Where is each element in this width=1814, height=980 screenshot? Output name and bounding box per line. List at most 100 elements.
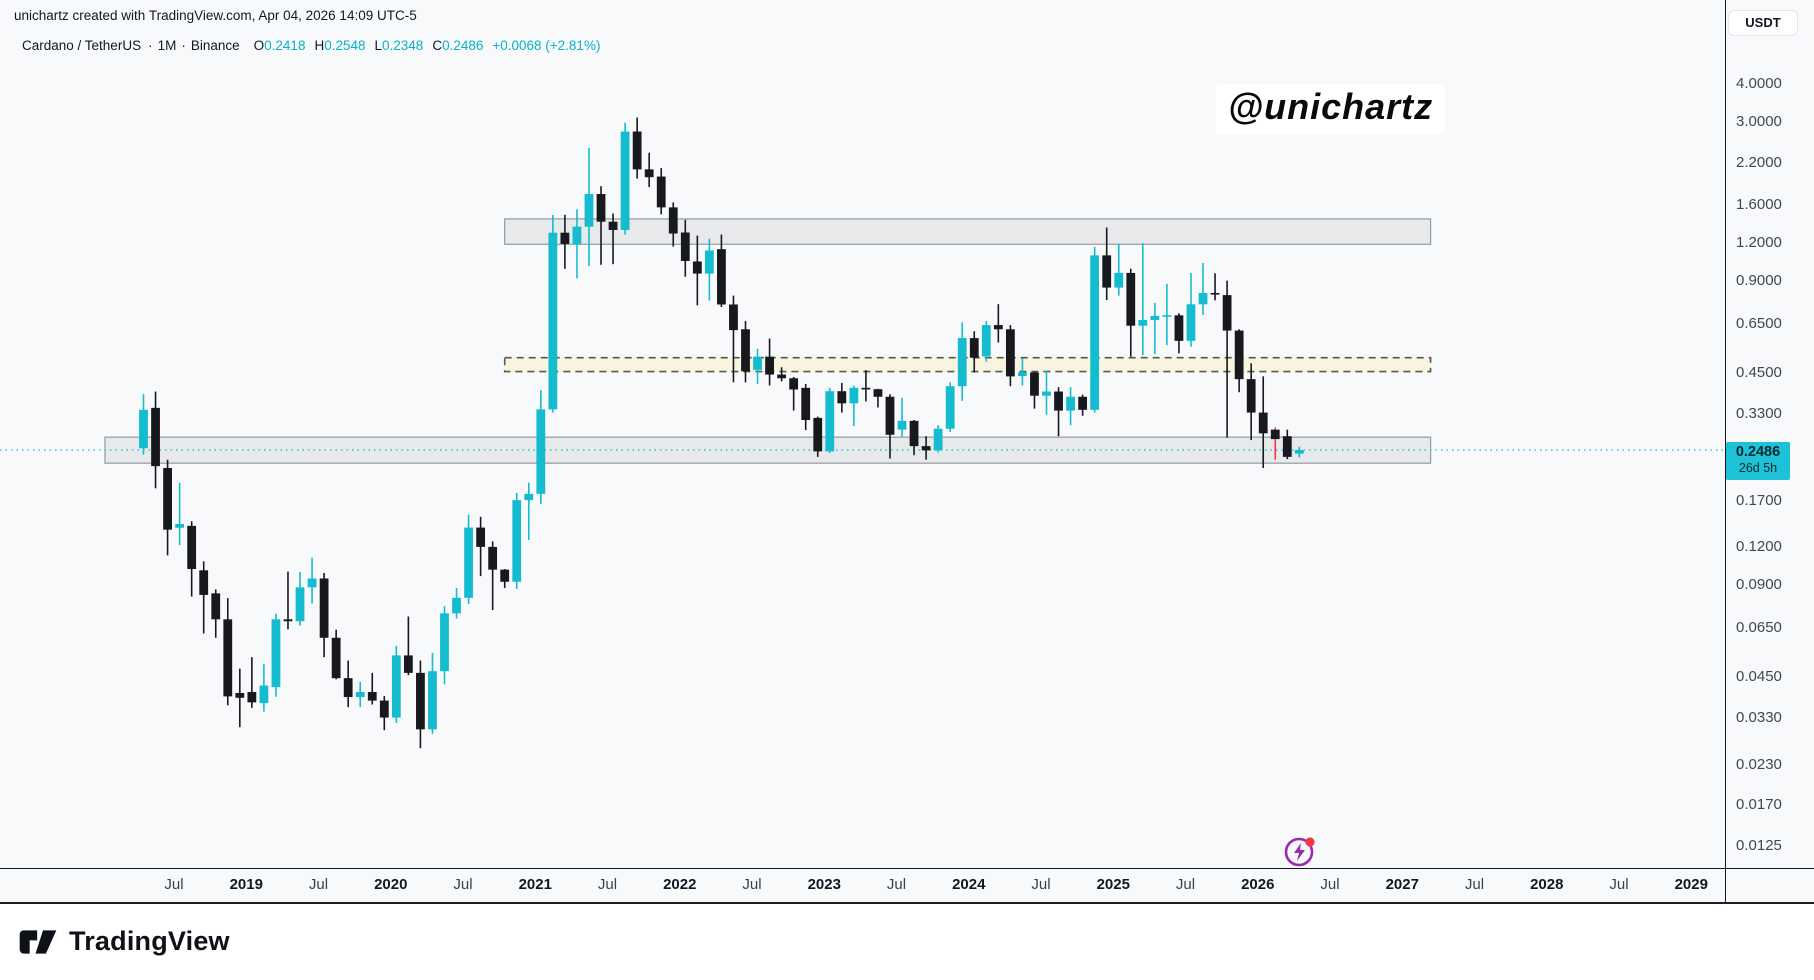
candle[interactable] [271,619,281,688]
candle[interactable] [403,655,413,673]
candle[interactable] [1005,329,1015,377]
candle[interactable] [765,356,774,375]
candle[interactable] [476,527,486,547]
tradingview-logo[interactable]: TradingView [18,926,230,957]
candle[interactable] [933,428,943,451]
candle[interactable] [957,338,967,387]
candle[interactable] [897,420,907,430]
candle[interactable] [440,613,449,672]
candle[interactable] [801,387,811,420]
candle[interactable] [1018,372,1027,377]
candle[interactable] [548,232,558,410]
candle[interactable] [355,692,365,698]
candle[interactable] [163,467,172,530]
candle[interactable] [367,692,377,701]
candle[interactable] [981,325,991,357]
candle[interactable] [1042,391,1051,396]
candle[interactable] [259,685,269,704]
candle[interactable] [945,386,955,429]
candle[interactable] [319,578,329,638]
candle[interactable] [1222,295,1232,331]
candle[interactable] [428,671,437,730]
candle[interactable] [704,250,714,274]
candle[interactable] [680,232,690,261]
candle[interactable] [837,391,847,404]
candle[interactable] [1258,412,1268,434]
candle[interactable] [500,569,510,582]
interval-label[interactable]: 1M [157,38,177,53]
candle[interactable] [187,525,197,569]
candle[interactable] [572,226,582,244]
candle[interactable] [512,500,522,582]
candle[interactable] [596,194,606,222]
candlestick-plot[interactable] [0,0,1814,868]
candle[interactable] [753,356,762,370]
candle[interactable] [464,527,473,598]
candle[interactable] [692,261,702,274]
candle[interactable] [223,619,233,697]
candle[interactable] [644,169,654,178]
candle[interactable] [1114,272,1124,288]
candle[interactable] [849,387,859,404]
candle[interactable] [1030,372,1039,396]
candle[interactable] [813,417,823,452]
candle[interactable] [536,409,546,494]
candle[interactable] [488,546,498,570]
candle[interactable] [331,637,341,679]
candle[interactable] [391,655,401,718]
candle[interactable] [416,672,425,730]
candle[interactable] [632,131,642,170]
exchange-label[interactable]: Binance [190,38,240,53]
candle[interactable] [789,378,799,390]
candle[interactable] [283,619,293,622]
candle[interactable] [295,587,305,622]
candle[interactable] [1090,255,1100,410]
candle[interactable] [717,249,726,305]
candle[interactable] [1066,396,1075,411]
candle[interactable] [343,678,353,698]
candle[interactable] [1174,315,1184,341]
candle[interactable] [452,597,461,614]
mid-range-zone[interactable] [503,356,1432,373]
candle[interactable] [307,578,317,588]
candle[interactable] [608,221,618,230]
candle[interactable] [668,207,678,234]
candle[interactable] [199,570,209,595]
candle[interactable] [1186,304,1196,341]
candle[interactable] [1210,292,1220,295]
candle[interactable] [175,523,185,528]
candle[interactable] [235,693,245,698]
candle[interactable] [909,420,919,447]
candle[interactable] [969,338,979,358]
candle[interactable] [1282,436,1292,457]
symbol-name[interactable]: Cardano / TetherUS [22,38,142,53]
candle[interactable] [1078,396,1088,410]
candle[interactable] [1054,391,1063,411]
candle[interactable] [379,700,389,718]
candle[interactable] [873,389,883,397]
chart-pane[interactable]: unichartz created with TradingView.com, … [0,0,1814,868]
candle[interactable] [861,387,871,390]
candle[interactable] [1162,315,1172,317]
candle[interactable] [1294,450,1304,454]
candle[interactable] [656,176,666,208]
candle[interactable] [777,374,787,379]
candle[interactable] [211,593,221,620]
price-axis[interactable]: USDT 0.2486 26d 5h 4.0000 3.0000 2.2000 1.6… [1725,0,1814,868]
candle[interactable] [560,232,570,244]
candle[interactable] [921,446,931,451]
candle[interactable] [993,325,1003,330]
candle[interactable] [1234,330,1244,380]
candle[interactable] [247,692,257,703]
candle[interactable] [729,304,738,331]
candle[interactable] [885,396,895,435]
candle[interactable] [1150,315,1160,321]
candle[interactable] [825,391,835,452]
resistance-zone[interactable] [504,218,1432,245]
candle[interactable] [1270,429,1280,440]
candle[interactable] [139,409,148,449]
candle[interactable] [584,194,594,227]
candle[interactable] [151,407,160,467]
candle[interactable] [741,329,750,372]
time-axis[interactable]: Jul 2019 Jul 2020 Jul 2021 Jul 2022 Jul 2023 Jul 20… [0,868,1814,902]
